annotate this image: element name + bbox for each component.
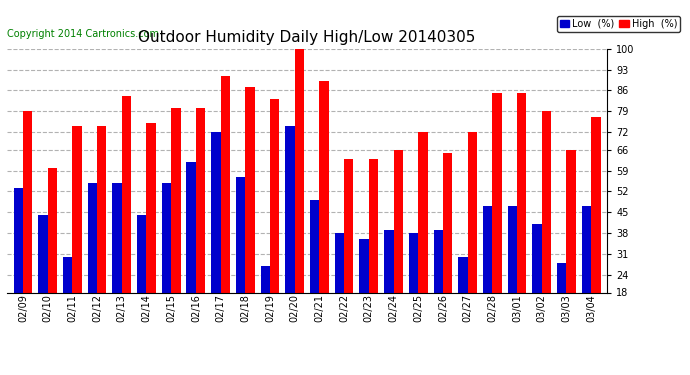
Bar — [566, 150, 576, 346]
Bar — [468, 132, 477, 346]
Bar — [384, 230, 393, 346]
Bar — [137, 215, 146, 346]
Bar — [186, 162, 196, 346]
Bar — [508, 206, 517, 346]
Bar — [121, 96, 131, 346]
Bar — [221, 75, 230, 346]
Bar — [261, 266, 270, 346]
Bar — [483, 206, 493, 346]
Bar — [236, 177, 245, 346]
Text: Copyright 2014 Cartronics.com: Copyright 2014 Cartronics.com — [7, 29, 159, 39]
Bar — [63, 257, 72, 346]
Bar — [433, 230, 443, 346]
Bar — [418, 132, 428, 346]
Bar — [146, 123, 156, 346]
Bar — [196, 108, 205, 346]
Legend: Low  (%), High  (%): Low (%), High (%) — [557, 16, 680, 32]
Bar — [359, 239, 369, 346]
Bar — [211, 132, 221, 346]
Bar — [14, 189, 23, 346]
Bar — [517, 93, 526, 346]
Title: Outdoor Humidity Daily High/Low 20140305: Outdoor Humidity Daily High/Low 20140305 — [139, 30, 475, 45]
Bar — [285, 126, 295, 346]
Bar — [245, 87, 255, 346]
Bar — [443, 153, 453, 346]
Bar — [493, 93, 502, 346]
Bar — [369, 159, 378, 346]
Bar — [582, 206, 591, 346]
Bar — [458, 257, 468, 346]
Bar — [533, 224, 542, 346]
Bar — [393, 150, 403, 346]
Bar — [38, 215, 48, 346]
Bar — [557, 263, 566, 346]
Bar — [409, 233, 418, 346]
Bar — [295, 49, 304, 346]
Bar — [48, 168, 57, 346]
Bar — [591, 117, 600, 346]
Bar — [88, 183, 97, 346]
Bar — [161, 183, 171, 346]
Bar — [23, 111, 32, 346]
Bar — [171, 108, 181, 346]
Bar — [319, 81, 329, 346]
Bar — [97, 126, 106, 346]
Bar — [72, 126, 81, 346]
Bar — [112, 183, 121, 346]
Bar — [270, 99, 279, 346]
Bar — [310, 200, 319, 346]
Bar — [542, 111, 551, 346]
Bar — [335, 233, 344, 346]
Bar — [344, 159, 353, 346]
